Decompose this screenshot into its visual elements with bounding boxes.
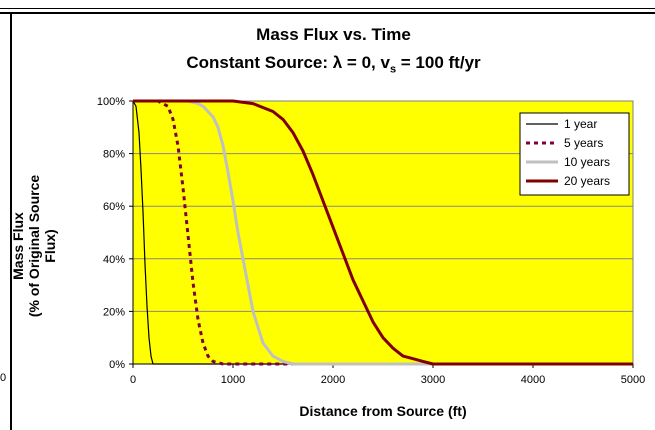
subtitle-suffix: = 100 ft/yr <box>396 53 481 72</box>
chart-title: Mass Flux vs. Time <box>256 25 411 44</box>
window-left-border <box>10 14 12 430</box>
y-tick-label-5: 100% <box>97 96 125 108</box>
y-tick-label-3: 60% <box>103 201 125 213</box>
chart-subtitle: Constant Source: λ = 0, vs = 100 ft/yr <box>12 53 655 75</box>
legend-label-0: 1 year <box>564 117 597 131</box>
x-tick-label-2: 2000 <box>321 374 345 386</box>
plot-svg: 0% 20% 40% 60% 80% 100% 0 1000 2000 3000 4000 5000 1… <box>97 96 645 386</box>
y-tick-label-0: 0% <box>109 359 125 371</box>
y-tick-label-4: 80% <box>103 149 125 161</box>
x-tick-label-1: 1000 <box>221 374 245 386</box>
window-top-border <box>0 0 655 14</box>
series-line-3 <box>133 99 633 366</box>
subtitle-prefix: Constant Source: λ = 0, v <box>186 53 390 72</box>
x-tick-label-5: 5000 <box>621 374 645 386</box>
x-axis-label: Distance from Source (ft) <box>299 403 467 419</box>
x-tick-label-0: 0 <box>130 374 136 386</box>
window-top-inner-line <box>0 8 655 9</box>
legend-label-2: 10 years <box>564 155 610 169</box>
legend-label-3: 20 years <box>564 174 610 188</box>
chart-area: Mass Flux vs. Time Constant Source: λ = … <box>10 14 655 430</box>
y-tick-label-1: 20% <box>103 306 125 318</box>
series-line-0 <box>132 100 633 365</box>
left-edge-label: 0 <box>0 372 7 384</box>
subtitle-subscript: s <box>389 63 397 76</box>
x-tick-label-3: 3000 <box>421 374 445 386</box>
y-tick-label-2: 40% <box>103 254 125 266</box>
x-tick-label-4: 4000 <box>521 374 545 386</box>
legend-label-1: 5 years <box>564 136 603 150</box>
series-line-2 <box>133 99 633 366</box>
series-line-1 <box>133 99 633 366</box>
